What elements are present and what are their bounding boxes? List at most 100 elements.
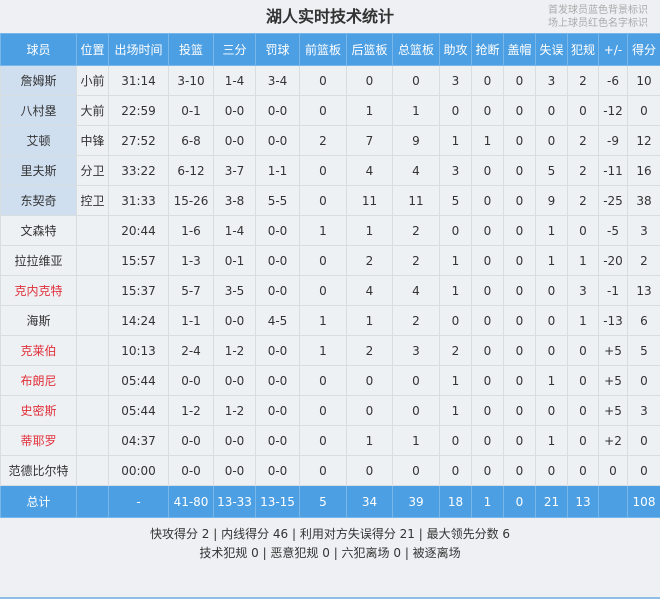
stat-cell: 2 (567, 125, 599, 156)
stat-cell: -5 (598, 215, 628, 246)
stat-cell: 1 (392, 95, 440, 126)
total-cell: 108 (627, 485, 660, 518)
total-cell (76, 485, 109, 518)
stat-cell: 1 (535, 365, 568, 396)
total-cell: 13-33 (213, 485, 256, 518)
stat-cell: 0-0 (255, 125, 300, 156)
stat-cell: 0 (392, 395, 440, 426)
stat-cell: 0-1 (213, 245, 256, 276)
stat-cell: 1 (299, 305, 347, 336)
player-name[interactable]: 里夫斯 (0, 155, 77, 186)
column-header[interactable]: 投篮 (168, 33, 214, 66)
stat-cell: 0-0 (255, 335, 300, 366)
stat-cell: 2 (439, 335, 472, 366)
column-header[interactable]: +/- (598, 33, 628, 66)
stat-cell: 2 (392, 305, 440, 336)
player-row: 东契奇 控卫 31:33 15-26 3-8 5-5 0 11 11 5 0 0 9 2 -25 38 (0, 185, 660, 216)
column-header[interactable]: 罚球 (255, 33, 300, 66)
player-name[interactable]: 文森特 (0, 215, 77, 246)
stat-cell: 5-7 (168, 275, 214, 306)
stat-cell: +5 (598, 335, 628, 366)
stat-cell: 0 (567, 455, 599, 486)
column-header[interactable]: 后篮板 (346, 33, 393, 66)
column-header[interactable]: 总篮板 (392, 33, 440, 66)
player-name[interactable]: 艾顿 (0, 125, 77, 156)
stat-cell: 9 (392, 125, 440, 156)
player-name[interactable]: 詹姆斯 (0, 65, 77, 96)
stat-cell: 5 (535, 155, 568, 186)
stat-cell: 0-0 (255, 425, 300, 456)
stat-cell: 0 (503, 185, 536, 216)
player-name[interactable]: 蒂耶罗 (0, 425, 77, 456)
stat-cell: 0 (471, 455, 504, 486)
stat-cell: 15:37 (108, 275, 169, 306)
stat-cell (76, 335, 109, 366)
column-header[interactable]: 助攻 (439, 33, 472, 66)
total-cell: 总计 (0, 485, 77, 518)
column-header[interactable]: 三分 (213, 33, 256, 66)
stat-cell: 2 (346, 245, 393, 276)
stat-cell: 0 (503, 305, 536, 336)
stat-cell: 2 (627, 245, 660, 276)
stat-cell: 0 (567, 425, 599, 456)
stat-cell: 1 (535, 425, 568, 456)
stat-cell (76, 275, 109, 306)
stat-cell: 0 (471, 365, 504, 396)
stat-cell: 05:44 (108, 365, 169, 396)
stat-cell: 4-5 (255, 305, 300, 336)
stat-cell: 3 (627, 395, 660, 426)
column-header[interactable]: 位置 (76, 33, 109, 66)
player-name[interactable]: 克内克特 (0, 275, 77, 306)
totals-row: 总计 -41-80 13-33 13-15 5 34 39 18 1 0 21 13 108 (0, 485, 660, 518)
total-cell: 13-15 (255, 485, 300, 518)
stat-cell: 0 (346, 365, 393, 396)
column-header[interactable]: 出场时间 (108, 33, 169, 66)
stat-cell: 10 (627, 65, 660, 96)
stat-cell: 0 (299, 65, 347, 96)
player-name[interactable]: 范德比尔特 (0, 455, 77, 486)
stat-cell: 0 (535, 95, 568, 126)
stat-cell: 0 (535, 125, 568, 156)
player-name[interactable]: 海斯 (0, 305, 77, 336)
stat-cell: 0 (299, 455, 347, 486)
player-row: 布朗尼 05:44 0-0 0-0 0-0 0 0 0 1 0 0 1 0 +5 0 (0, 365, 660, 396)
stat-cell: 11 (392, 185, 440, 216)
stat-cell: 大前 (76, 95, 109, 126)
total-cell: 41-80 (168, 485, 214, 518)
column-header[interactable]: 犯规 (567, 33, 599, 66)
stat-cell: 0 (471, 305, 504, 336)
stat-cell: 0 (471, 95, 504, 126)
stat-cell: 0 (471, 185, 504, 216)
column-header[interactable]: 前篮板 (299, 33, 347, 66)
player-name[interactable]: 克莱伯 (0, 335, 77, 366)
stat-cell: 3-5 (213, 275, 256, 306)
column-header[interactable]: 盖帽 (503, 33, 536, 66)
stat-cell: 05:44 (108, 395, 169, 426)
column-header[interactable]: 球员 (0, 33, 77, 66)
stat-cell: 3-10 (168, 65, 214, 96)
stat-cell: 3 (439, 155, 472, 186)
stat-cell: 1 (471, 125, 504, 156)
stat-cell: 22:59 (108, 95, 169, 126)
stat-cell: 04:37 (108, 425, 169, 456)
stat-cell: 0 (627, 95, 660, 126)
stat-cell: 3-7 (213, 155, 256, 186)
player-name[interactable]: 布朗尼 (0, 365, 77, 396)
stat-cell: 0 (567, 395, 599, 426)
column-header[interactable]: 抢断 (471, 33, 504, 66)
player-name[interactable]: 八村塁 (0, 95, 77, 126)
player-name[interactable]: 东契奇 (0, 185, 77, 216)
stat-cell: 12 (627, 125, 660, 156)
stat-cell: 0 (503, 125, 536, 156)
stat-cell: 1 (439, 275, 472, 306)
total-cell: 34 (346, 485, 393, 518)
stat-cell: 0-0 (255, 215, 300, 246)
column-header[interactable]: 得分 (627, 33, 660, 66)
stat-cell: 1 (299, 335, 347, 366)
player-name[interactable]: 史密斯 (0, 395, 77, 426)
stat-cell: -13 (598, 305, 628, 336)
column-header[interactable]: 失误 (535, 33, 568, 66)
stat-cell: 0 (299, 245, 347, 276)
player-name[interactable]: 拉拉维亚 (0, 245, 77, 276)
